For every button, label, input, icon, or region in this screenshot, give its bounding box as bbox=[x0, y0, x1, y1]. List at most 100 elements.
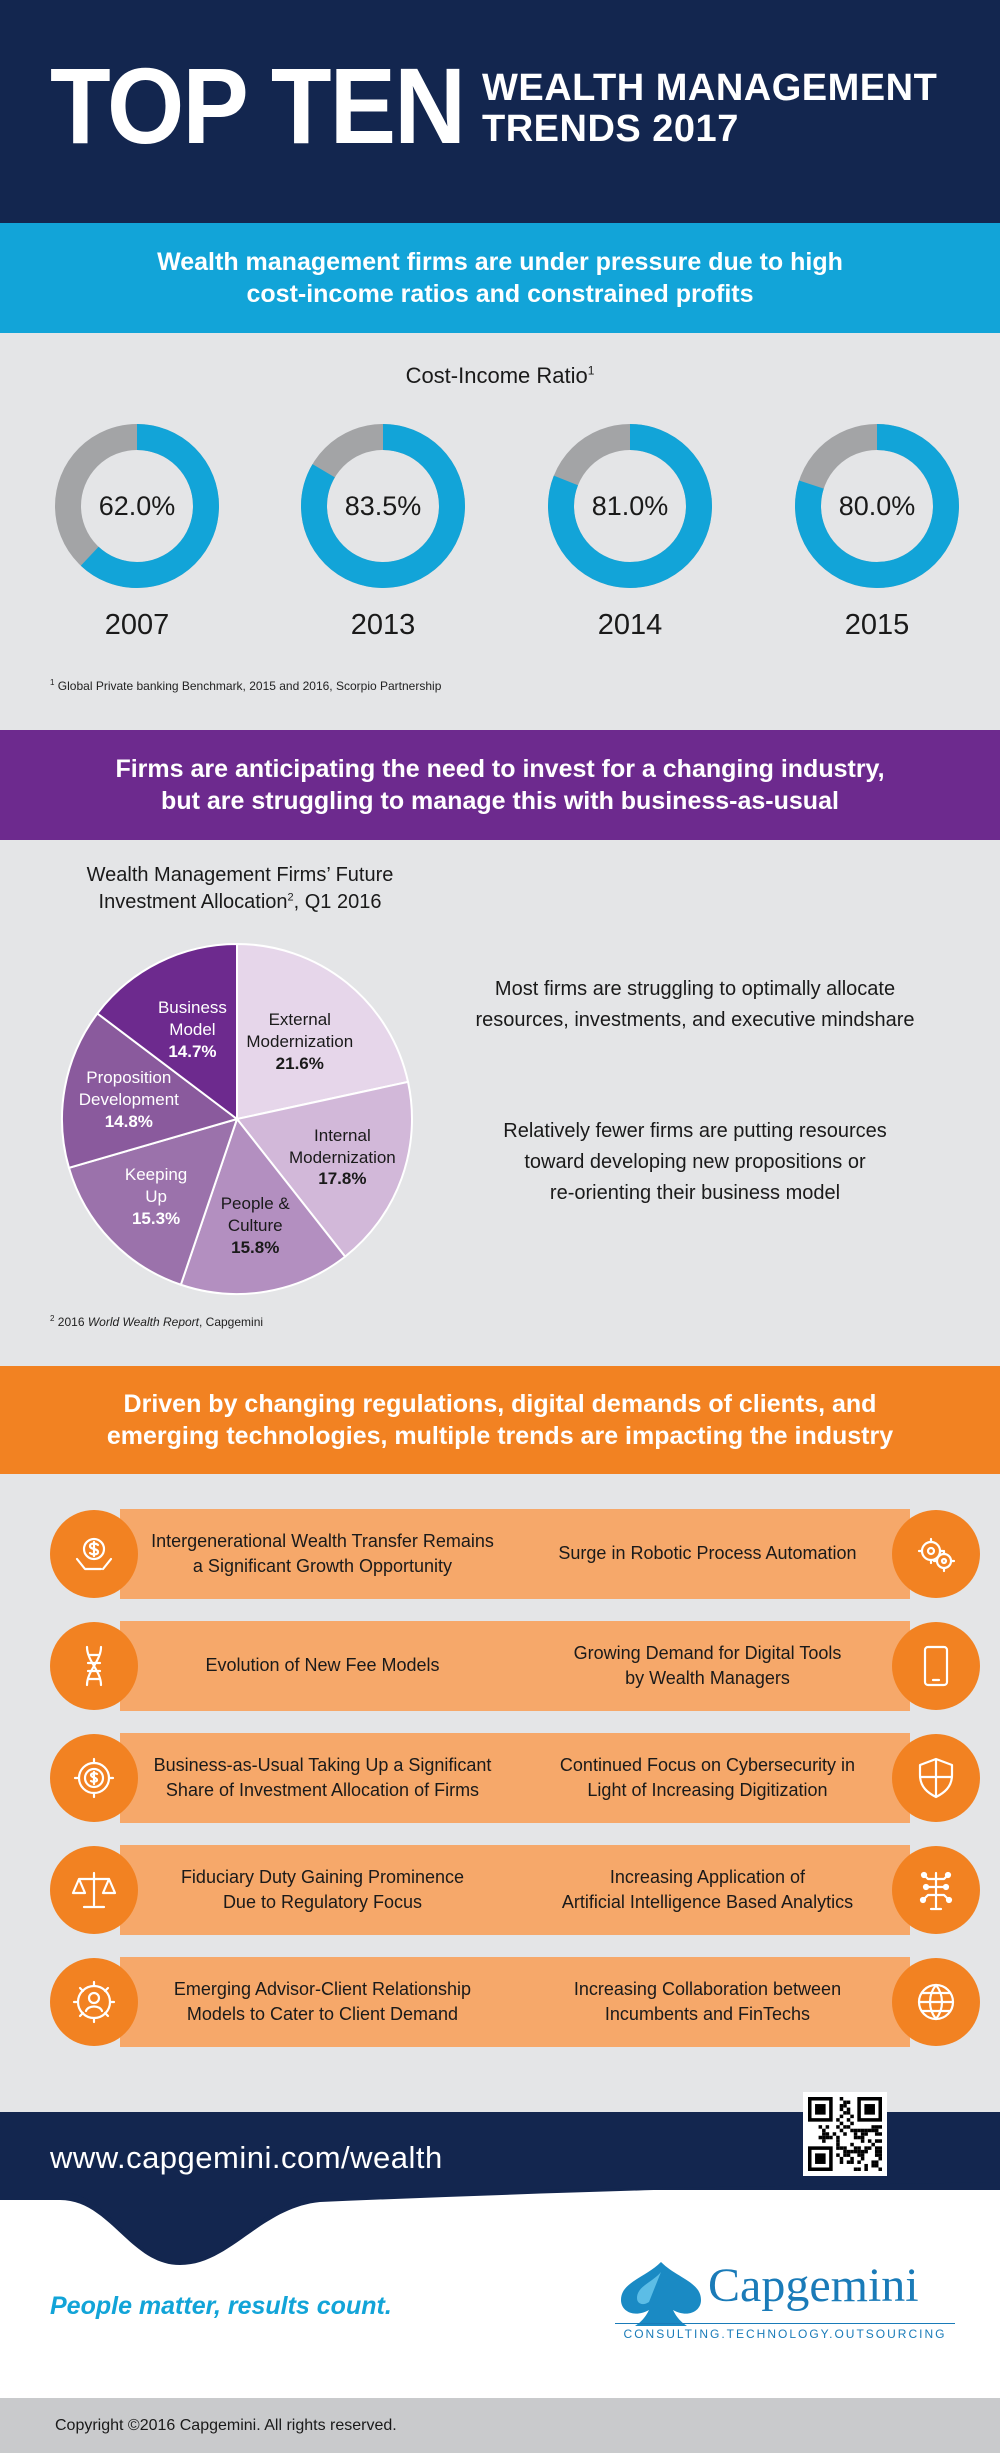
footnote-marker: 2 bbox=[50, 1314, 55, 1323]
gears-icon bbox=[917, 1537, 956, 1573]
donut-value-arc bbox=[548, 424, 712, 588]
header: TOP TEN WEALTH MANAGEMENT TRENDS 2017 bbox=[0, 0, 1000, 223]
donut-value-arc bbox=[301, 424, 465, 588]
donut-value-label: 80.0% bbox=[838, 490, 916, 521]
trend-card: Emerging Advisor-Client Relationship Mode… bbox=[50, 1957, 525, 2047]
donut-value-arc bbox=[795, 424, 959, 588]
banner-line-2: cost-income ratios and constrained profi… bbox=[246, 280, 754, 308]
trend-label: Increasing Collaboration between Incumben… bbox=[505, 1957, 910, 2047]
side-text-line: Most firms are struggling to optimally a… bbox=[494, 978, 896, 1000]
banner-line-1: Wealth management firms are under pressu… bbox=[157, 247, 843, 276]
pie-slice bbox=[61, 1012, 240, 1170]
footnote-ref: 1 bbox=[587, 363, 595, 378]
brain-circuit-icon bbox=[919, 1871, 953, 1911]
trend-icon-badge bbox=[892, 1622, 980, 1710]
footnote-text: Global Private banking Benchmark, 2015 a… bbox=[57, 679, 442, 693]
pie-slice-label: Internal Modernization 17.8% bbox=[288, 1125, 396, 1189]
trend-label: Increasing Application of Artificial Inte… bbox=[505, 1845, 910, 1935]
pie-slice-label: Business Model 14.7% bbox=[157, 998, 227, 1061]
qr-code-icon[interactable] bbox=[803, 2092, 887, 2176]
footer-wave bbox=[0, 2112, 1000, 2262]
trend-card: Business-as-Usual Taking Up a Significan… bbox=[50, 1733, 525, 1823]
trend-icon-badge bbox=[50, 1510, 138, 1598]
trend-icon-badge bbox=[892, 1958, 980, 2046]
capgemini-spade-logo-icon bbox=[621, 2262, 701, 2326]
pie-slice bbox=[95, 942, 238, 1122]
copyright-text: Copyright ©2016 Capgemini. All rights re… bbox=[55, 2416, 397, 2434]
donut-ring bbox=[301, 424, 465, 588]
slogan: People matter, results count. bbox=[50, 2292, 392, 2320]
cost-income-section: Cost-Income Ratio1 62.0% 2007 83.5% 2013 81.… bbox=[0, 333, 1000, 730]
donut-2013: 83.5% 2013 bbox=[298, 421, 468, 641]
donut-ring bbox=[795, 424, 959, 588]
trend-card: Intergenerational Wealth Transfer Remain… bbox=[50, 1509, 525, 1599]
pie-slice-label: People & Culture 15.8% bbox=[220, 1194, 290, 1257]
trend-icon-badge bbox=[50, 1734, 138, 1822]
cost-income-chart-title: Cost-Income Ratio1 bbox=[0, 363, 1000, 389]
trend-label: Business-as-Usual Taking Up a Significan… bbox=[120, 1733, 525, 1823]
footnote-year: 2016 bbox=[57, 1315, 85, 1329]
trends-section: Intergenerational Wealth Transfer Remain… bbox=[0, 1474, 1000, 2112]
page-title: TOP TEN bbox=[50, 45, 466, 166]
donut-value-label: 81.0% bbox=[591, 490, 669, 521]
trend-icon-badge bbox=[50, 1958, 138, 2046]
donut-2014: 81.0% 2014 bbox=[545, 421, 715, 641]
investment-banner: Firms are anticipating the need to inves… bbox=[0, 730, 1000, 840]
pie-title-line-1: Wealth Management Firms’ Future bbox=[86, 864, 394, 886]
globe-icon bbox=[917, 1983, 955, 2021]
website-link[interactable]: www.capgemini.com/wealth bbox=[50, 2140, 443, 2175]
trend-card: Continued Focus on Cybersecurity in Light… bbox=[505, 1733, 980, 1823]
pie-title-line-2: Investment Allocation2, Q1 2016 bbox=[40, 889, 440, 916]
trend-icon-badge bbox=[50, 1846, 138, 1934]
donut-value-arc bbox=[55, 424, 219, 588]
pie-slice-label: Keeping Up 15.3% bbox=[124, 1165, 188, 1228]
trend-card: Growing Demand for Digital Tools by Wealt… bbox=[505, 1621, 980, 1711]
pie-title-text: Investment Allocation bbox=[98, 891, 288, 913]
shield-icon bbox=[918, 1757, 954, 1799]
footnote-report-title: World Wealth Report bbox=[87, 1315, 199, 1329]
investment-allocation-section: Wealth Management Firms’ Future Investme… bbox=[0, 840, 1000, 1366]
trend-card: Surge in Robotic Process Automation bbox=[505, 1509, 980, 1599]
donut-2015: 80.0% 2015 bbox=[792, 421, 962, 641]
donut-year-label: 2013 bbox=[350, 609, 416, 641]
side-text-line: re-orienting their business model bbox=[549, 1182, 841, 1204]
tablet-icon bbox=[923, 1645, 949, 1687]
donut-2007: 62.0% 2007 bbox=[52, 421, 222, 641]
side-text-2: Relatively fewer firms are putting resou… bbox=[450, 1116, 940, 1209]
footnote-ref: 2 bbox=[287, 891, 294, 904]
trend-label: Surge in Robotic Process Automation bbox=[505, 1509, 910, 1599]
footer-white-wave bbox=[0, 2180, 1000, 2400]
footnote-1: 1 Global Private banking Benchmark, 2015… bbox=[50, 678, 441, 693]
investment-pie-chart bbox=[61, 942, 413, 1295]
trend-label: Intergenerational Wealth Transfer Remain… bbox=[120, 1509, 525, 1599]
cost-pressure-banner: Wealth management firms are under pressu… bbox=[0, 223, 1000, 333]
pie-slice bbox=[67, 1117, 239, 1287]
trend-icon-badge bbox=[892, 1510, 980, 1598]
donut-ring bbox=[55, 424, 219, 588]
pie-chart-title: Wealth Management Firms’ Future Investme… bbox=[40, 862, 440, 916]
side-text-line: Relatively fewer firms are putting resou… bbox=[503, 1120, 887, 1142]
trend-label: Emerging Advisor-Client Relationship Mode… bbox=[120, 1957, 525, 2047]
pie-slice-label: Proposition Development 14.8% bbox=[78, 1068, 179, 1131]
pie-title-period: , Q1 2016 bbox=[293, 891, 382, 913]
donut-ring bbox=[548, 424, 712, 588]
banner-line-1: Driven by changing regulations, digital … bbox=[123, 1389, 877, 1418]
trend-icon-badge bbox=[892, 1846, 980, 1934]
subtitle-line-2: TRENDS 2017 bbox=[482, 108, 739, 151]
pie-slice bbox=[236, 942, 410, 1121]
trend-card: Increasing Application of Artificial Inte… bbox=[505, 1845, 980, 1935]
qr-code-graphic bbox=[808, 2097, 882, 2171]
footnote-publisher: , Capgemini bbox=[199, 1315, 264, 1329]
side-text-line: toward developing new propositions or bbox=[524, 1151, 866, 1173]
banner-line-2: but are struggling to manage this with b… bbox=[161, 787, 839, 815]
pie-slice bbox=[179, 1116, 347, 1295]
donut-year-label: 2015 bbox=[844, 609, 910, 641]
footer-white-area bbox=[0, 2180, 1000, 2400]
banner-line-1: Firms are anticipating the need to inves… bbox=[115, 754, 885, 783]
logo-tagline: CONSULTING.TECHNOLOGY.OUTSOURCING bbox=[615, 2323, 955, 2341]
subtitle-line-1: WEALTH MANAGEMENT bbox=[482, 67, 938, 109]
footnote-marker: 1 bbox=[50, 678, 55, 687]
trend-label: Evolution of New Fee Models bbox=[120, 1621, 525, 1711]
scales-icon bbox=[71, 1871, 117, 1909]
side-text-line: resources, investments, and executive mi… bbox=[475, 1009, 915, 1031]
